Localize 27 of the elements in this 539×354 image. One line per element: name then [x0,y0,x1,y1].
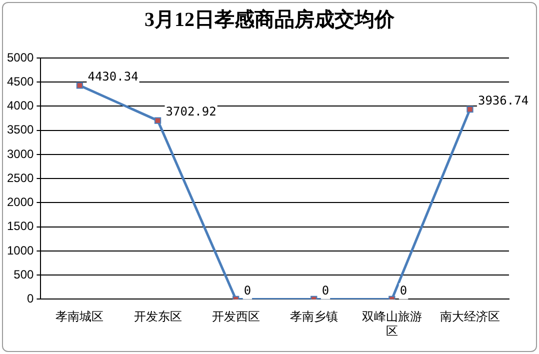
y-tick-label: 3000 [6,146,34,161]
y-tick-label: 3500 [6,122,34,137]
x-tick-label: 开发西区 [212,310,260,324]
data-label: 3702.92 [166,104,216,119]
y-tick-label: 2500 [6,170,34,185]
x-tick-label: 南大经济区 [440,310,500,324]
data-label: 0 [322,283,330,298]
data-label: 4430.34 [88,70,138,84]
y-tick-label: 500 [14,267,34,282]
y-tick-label: 4000 [6,98,34,113]
x-tick-label: 孝南城区 [56,310,104,324]
point [154,117,162,124]
y-tick-label: 1000 [6,243,34,258]
x-tick-label: 孝南乡镇 [290,310,338,324]
y-tick-label: 2000 [6,195,34,210]
data-label: 3936.74 [478,93,529,108]
y-tick-label: 1500 [6,219,34,234]
data-label: 0 [400,283,408,298]
y-tick-label: 0 [27,292,34,306]
y-tick-label: 4500 [6,74,34,88]
x-tick-label: 双峰山旅游区 [362,310,422,338]
x-tick-label: 开发东区 [134,310,182,324]
data-label: 0 [244,283,252,298]
chart-title: 3月12日孝感商品房成交均价 [144,8,396,33]
point [466,106,474,113]
point [76,82,84,89]
y-tick-label: 5000 [6,50,34,64]
